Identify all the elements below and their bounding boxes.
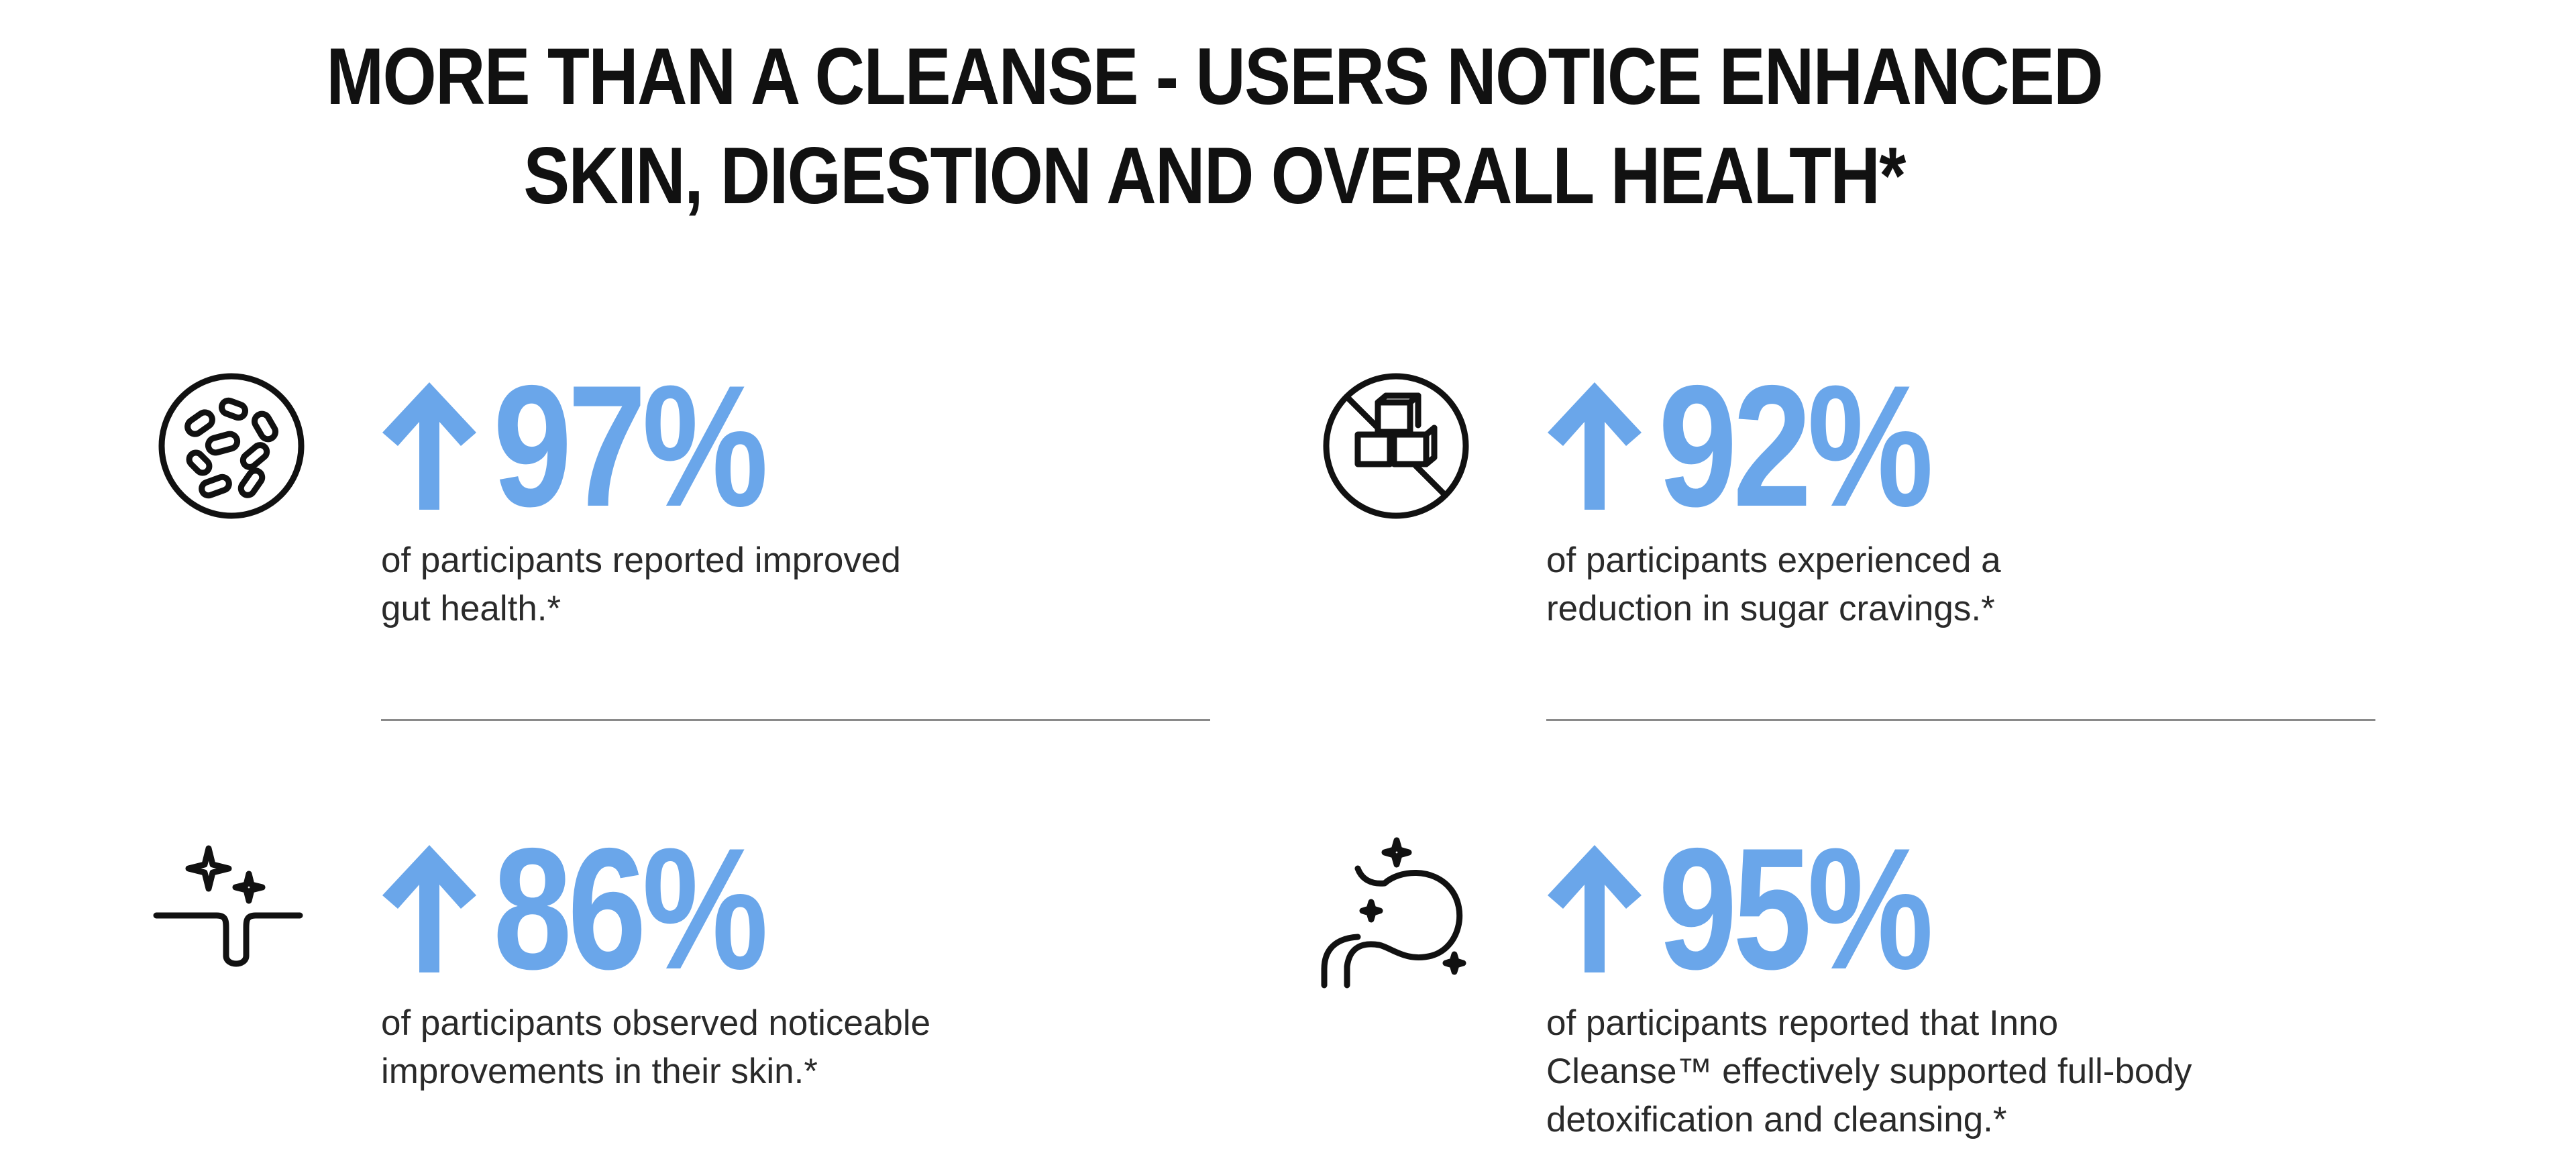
stat-description-line: reduction in sugar cravings.* [1546,589,1995,628]
stat-description-line: Cleanse™ effectively supported full-body [1546,1052,2192,1091]
stat-figure: 95% [1544,812,1988,1005]
up-arrow-icon [379,842,480,976]
stat-value: 95% [1658,812,1933,1005]
headline-line-2: SKIN, DIGESTION AND OVERALL HEALTH* [523,131,1906,221]
stat-description-line: of participants reported that Inno [1546,1003,2059,1043]
up-arrow-icon [379,379,480,513]
headline-line-1: MORE THAN A CLEANSE - USERS NOTICE ENHAN… [326,32,2103,121]
stomach-sparkle-icon [1319,835,1473,989]
stat-description-line: of participants observed noticeable [381,1003,931,1043]
stat-description: of participants reported improved gut he… [381,537,901,633]
skin-sparkle-icon [151,835,305,989]
up-arrow-icon [1544,379,1645,513]
stat-description: of participants observed noticeable impr… [381,999,930,1096]
stat-description-line: of participants experienced a [1546,541,2001,580]
stat-figure: 97% [379,349,823,543]
stat-description-line: of participants reported improved [381,541,901,580]
headline: MORE THAN A CLEANSE - USERS NOTICE ENHAN… [0,27,2428,225]
up-arrow-icon [1544,842,1645,976]
stat-figure: 92% [1544,349,1988,543]
no-sugar-cubes-icon [1319,369,1473,523]
stat-description-line: gut health.* [381,589,561,628]
stat-figure: 86% [379,812,823,1005]
stat-description-line: detoxification and cleansing.* [1546,1100,2007,1139]
divider [1546,719,2375,721]
stat-value: 92% [1658,349,1933,543]
stat-description: of participants experienced a reduction … [1546,537,2001,633]
stat-description: of participants reported that Inno Clean… [1546,999,2192,1144]
stat-value: 86% [493,812,768,1005]
divider [381,719,1210,721]
gut-bacteria-icon [154,369,309,523]
stat-value: 97% [493,349,768,543]
stat-description-line: improvements in their skin.* [381,1052,818,1091]
